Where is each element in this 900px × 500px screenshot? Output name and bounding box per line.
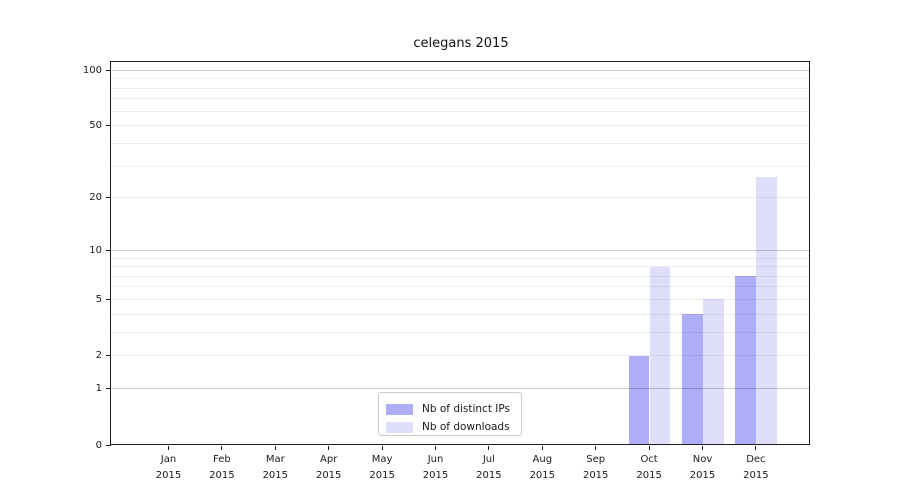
legend: Nb of distinct IPs Nb of downloads [378,392,522,436]
x-axis-tick-label: Jul 2015 [476,454,502,481]
x-axis-tick-mark [221,446,223,450]
x-axis-tick-mark [381,446,383,450]
y-axis-tick-label: 5 [95,293,102,305]
y-gridline-minor [111,355,809,357]
x-axis-tick-mark [648,446,650,450]
y-axis-tick-label: 10 [89,244,102,256]
x-axis-tick-mark [274,446,276,450]
y-axis-tick-mark [106,388,111,390]
bar-nb-of-distinct-ips-oct-2015 [628,355,650,445]
x-axis-tick-mark [702,446,703,450]
y-gridline-major [111,69,809,71]
y-gridline-minor [111,197,809,199]
legend-swatch-downloads [386,421,413,433]
x-axis-tick-label: Dec 2015 [743,454,769,481]
x-axis-tick-label: Jun 2015 [422,454,449,481]
y-gridline-minor [111,78,809,80]
y-gridline-minor [111,98,809,100]
y-axis-tick-label: 100 [82,64,102,76]
bar-nb-of-downloads-dec-2015 [756,177,777,445]
x-axis-tick-mark [328,446,330,450]
y-axis-tick-label: 50 [89,120,102,132]
y-axis-tick-mark [106,197,111,199]
y-gridline-minor [111,125,809,127]
legend-label-downloads: Nb of downloads [422,421,510,433]
plot-area [110,61,810,445]
x-axis-tick-mark [488,446,490,450]
x-axis-tick-mark [435,446,436,450]
y-gridline-minor [111,275,809,277]
bar-nb-of-distinct-ips-nov-2015 [682,314,703,445]
chart-title: celegans 2015 [413,36,509,51]
y-axis-tick-label: 0 [95,439,102,451]
x-axis-tick-mark [168,446,169,450]
bar-nb-of-distinct-ips-dec-2015 [735,276,756,445]
y-axis-tick-label: 2 [95,350,102,362]
y-axis-tick-mark [106,69,111,71]
y-gridline-minor [111,313,809,315]
legend-entry-distinct-ips: Nb of distinct IPs [386,400,521,418]
x-axis-tick-label: Oct 2015 [636,454,662,481]
y-gridline-minor [111,298,809,300]
y-gridline-minor [111,87,809,89]
y-axis-tick-mark [106,249,111,251]
y-gridline-minor [111,110,809,112]
x-axis-tick-mark [755,446,757,450]
y-axis-tick-mark [106,298,111,300]
y-axis-tick-mark [106,444,111,446]
legend-swatch-distinct-ips [386,403,413,415]
x-axis-tick-label: Mar 2015 [262,454,289,481]
y-axis-tick-mark [106,355,111,357]
x-axis-tick-mark [595,446,597,450]
y-axis-tick-label: 20 [89,192,102,204]
x-axis-tick-label: Nov 2015 [689,454,716,481]
x-axis-tick-label: Feb 2015 [209,454,235,481]
y-gridline-minor [111,257,809,259]
bar-nb-of-downloads-oct-2015 [649,266,671,445]
y-gridline-major [111,249,809,251]
bar-nb-of-downloads-nov-2015 [703,299,724,445]
x-axis-tick-label: Apr 2015 [315,454,342,481]
y-gridline-minor [111,165,809,167]
y-gridline-major [111,388,809,390]
x-axis-tick-label: Sep 2015 [582,454,609,481]
x-axis-tick-label: May 2015 [369,454,395,481]
legend-label-distinct-ips: Nb of distinct IPs [422,403,510,415]
y-gridline-minor [111,331,809,333]
y-gridline-minor [111,286,809,288]
legend-entry-downloads: Nb of downloads [386,418,521,436]
x-axis-tick-label: Jan 2015 [155,454,182,481]
y-axis-tick-label: 1 [95,383,102,395]
x-axis-tick-label: Aug 2015 [529,454,556,481]
x-axis-tick-mark [541,446,543,450]
y-gridline-minor [111,266,809,268]
y-gridline-minor [111,142,809,144]
y-axis-tick-mark [106,125,111,127]
